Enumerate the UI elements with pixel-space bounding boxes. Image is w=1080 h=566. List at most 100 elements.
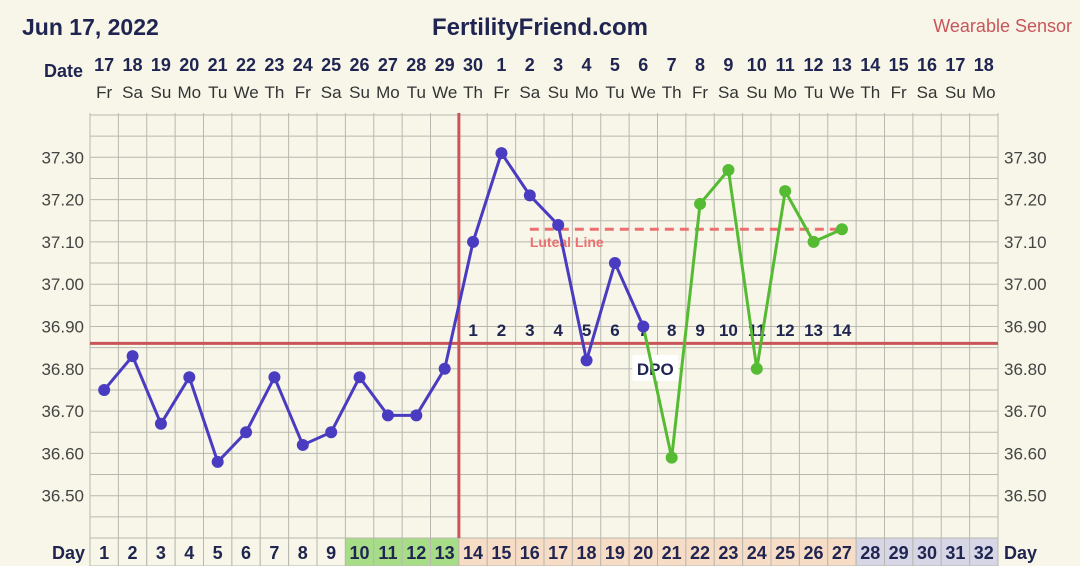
- temperature-point: [722, 163, 735, 176]
- site-title[interactable]: FertilityFriend.com: [431, 14, 649, 41]
- weekday-label: We: [829, 83, 854, 102]
- calendar-date-label: 10: [747, 55, 767, 75]
- cycle-day-label: 27: [832, 543, 852, 563]
- dpo-number-label: 12: [776, 321, 795, 340]
- weekday-label: Sa: [122, 83, 143, 102]
- y-tick-label-left: 37.10: [41, 233, 84, 252]
- cycle-day-label: 6: [241, 543, 251, 563]
- cycle-day-label: 28: [860, 543, 880, 563]
- calendar-date-label: 17: [945, 55, 965, 75]
- calendar-date-label: 8: [695, 55, 705, 75]
- weekday-label: We: [432, 83, 457, 102]
- weekday-label: Fr: [891, 83, 907, 102]
- weekday-label: Su: [151, 83, 172, 102]
- weekday-label: Th: [662, 83, 682, 102]
- y-tick-label-left: 37.20: [41, 191, 84, 210]
- temperature-point: [296, 438, 309, 451]
- cycle-day-cell: [146, 537, 176, 566]
- y-tick-label-left: 37.30: [41, 148, 84, 167]
- temperature-point: [750, 362, 763, 375]
- cycle-day-cell: [458, 537, 488, 566]
- cycle-day-label: 5: [213, 543, 223, 563]
- weekday-label: Mo: [972, 83, 996, 102]
- weekday-label: Th: [860, 83, 880, 102]
- weekday-label: Mo: [773, 83, 797, 102]
- calendar-date-label: 11: [776, 55, 795, 75]
- y-tick-label-left: 36.60: [41, 444, 84, 463]
- calendar-date-label: 4: [582, 55, 592, 75]
- calendar-date-label: 18: [974, 55, 994, 75]
- cycle-day-label: 9: [326, 543, 336, 563]
- cycle-day-cell: [515, 537, 545, 566]
- weekday-label: Tu: [804, 83, 823, 102]
- cycle-day-label: 29: [889, 543, 909, 563]
- sensor-label: Wearable Sensor: [933, 16, 1072, 36]
- calendar-date-label: 3: [553, 55, 563, 75]
- temperature-point: [268, 371, 281, 384]
- weekday-label: Sa: [917, 83, 938, 102]
- temperature-point: [665, 451, 678, 464]
- chart-header: Jun 17, 2022 FertilityFriend.com Wearabl…: [0, 0, 1080, 50]
- temperature-point: [637, 320, 650, 333]
- cycle-day-label: 23: [718, 543, 738, 563]
- weekday-label: Su: [945, 83, 966, 102]
- calendar-date-label: 9: [723, 55, 733, 75]
- temperature-point: [580, 354, 593, 367]
- y-tick-label-right: 36.90: [1004, 318, 1047, 337]
- calendar-date-label: 21: [208, 55, 228, 75]
- calendar-date-label: 16: [917, 55, 937, 75]
- cycle-day-label: 1: [99, 543, 109, 563]
- weekday-label: Mo: [178, 83, 202, 102]
- dpo-number-label: 4: [553, 321, 563, 340]
- y-tick-label-left: 36.90: [41, 318, 84, 337]
- cycle-day-cell: [855, 537, 885, 566]
- day-row-label-right: Day: [1004, 543, 1037, 563]
- cycle-day-label: 3: [156, 543, 166, 563]
- cycle-day-cell: [940, 537, 971, 566]
- calendar-date-label: 30: [463, 55, 483, 75]
- cycle-day-label: 26: [804, 543, 824, 563]
- cycle-day-label: 12: [406, 543, 426, 563]
- dpo-number-label: 14: [832, 321, 851, 340]
- cycle-day-label: 10: [350, 543, 370, 563]
- temperature-point: [183, 371, 196, 384]
- calendar-date-label: 5: [610, 55, 620, 75]
- cycle-day-cell: [713, 537, 744, 566]
- cycle-day-label: 25: [775, 543, 795, 563]
- weekday-label: We: [233, 83, 258, 102]
- weekday-label: Fr: [692, 83, 708, 102]
- cycle-day-cell: [685, 537, 715, 566]
- cycle-day-label: 13: [435, 543, 455, 563]
- y-tick-label-right: 37.00: [1004, 275, 1047, 294]
- temperature-point: [410, 409, 423, 422]
- cycle-day-label: 4: [184, 543, 194, 563]
- cycle-day-cell: [770, 537, 800, 566]
- calendar-date-label: 7: [667, 55, 677, 75]
- temperature-point: [126, 350, 139, 363]
- temperature-series-line: [641, 166, 843, 458]
- weekday-label: Fr: [295, 83, 311, 102]
- weekday-label: Th: [463, 83, 483, 102]
- cycle-day-cell: [628, 537, 658, 566]
- cycle-day-cell: [543, 537, 573, 566]
- dpo-number-label: 13: [804, 321, 823, 340]
- calendar-date-label: 24: [293, 55, 313, 75]
- calendar-date-label: 14: [860, 55, 880, 75]
- temperature-point: [694, 197, 707, 210]
- cycle-day-label: 7: [269, 543, 279, 563]
- temperature-point: [779, 185, 792, 198]
- date-row-label: Date: [44, 61, 83, 81]
- weekday-label: Fr: [96, 83, 112, 102]
- calendar-date-label: 28: [406, 55, 426, 75]
- y-tick-label-left: 36.50: [41, 487, 84, 506]
- calendar-date-label: 15: [889, 55, 909, 75]
- cycle-day-label: 32: [974, 543, 994, 563]
- weekday-label: We: [631, 83, 656, 102]
- weekday-label: Fr: [493, 83, 509, 102]
- cycle-day-cell: [430, 537, 460, 566]
- cycle-day-label: 8: [298, 543, 308, 563]
- y-tick-label-right: 37.20: [1004, 191, 1047, 210]
- temperature-point: [353, 371, 366, 384]
- calendar-date-label: 18: [123, 55, 143, 75]
